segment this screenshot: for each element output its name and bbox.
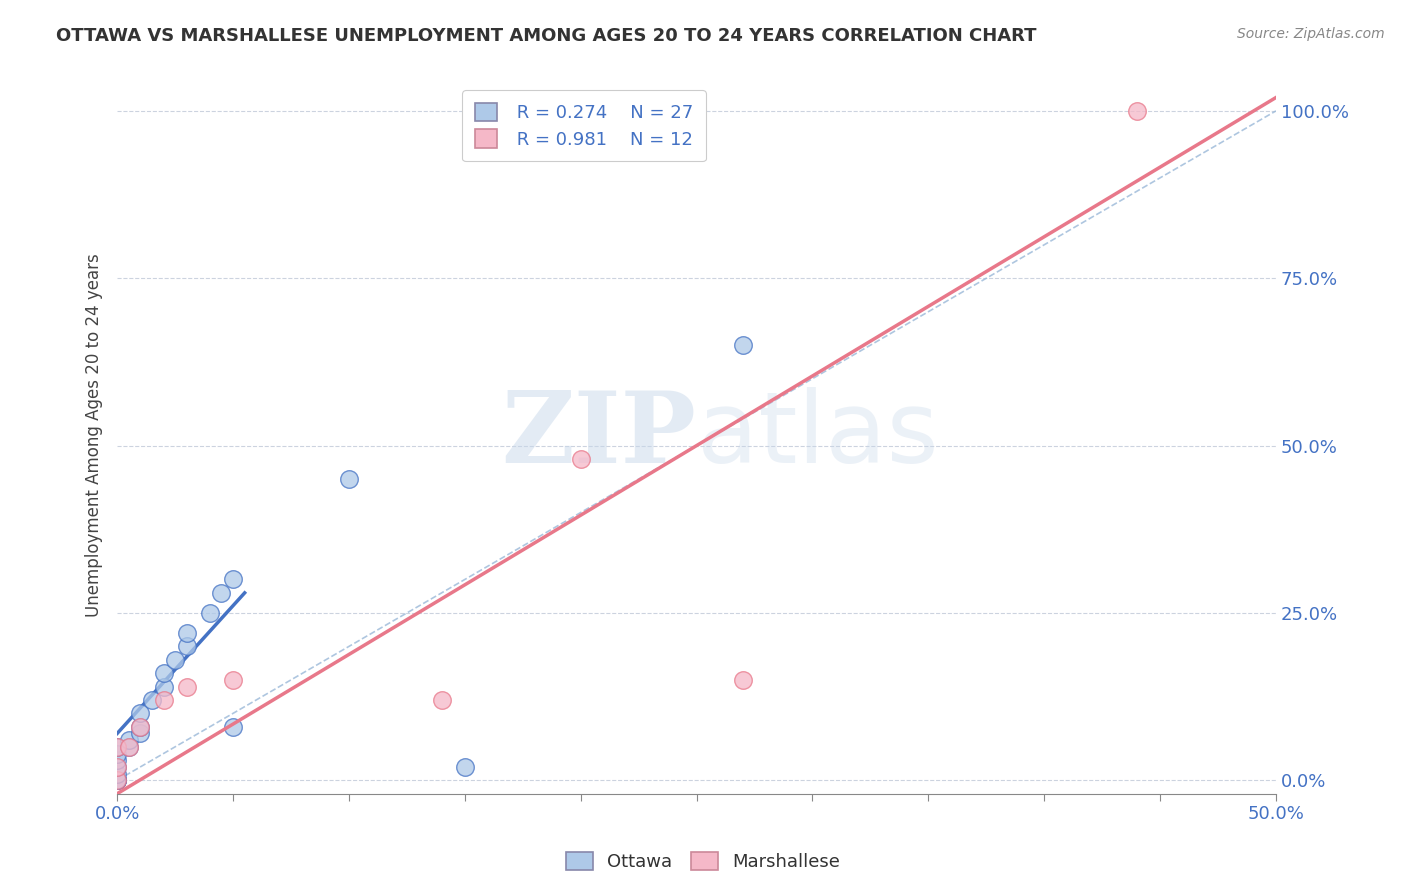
Point <box>129 726 152 740</box>
Point <box>198 606 221 620</box>
Point <box>152 680 174 694</box>
Point <box>165 653 187 667</box>
Point <box>118 739 141 754</box>
Point <box>731 673 754 687</box>
Point <box>105 760 128 774</box>
Point <box>222 573 245 587</box>
Point <box>105 773 128 788</box>
Point <box>105 753 128 767</box>
Text: ZIP: ZIP <box>502 387 696 484</box>
Point <box>176 640 198 654</box>
Point <box>222 673 245 687</box>
Point <box>105 747 128 761</box>
Point <box>129 706 152 721</box>
Point <box>430 693 453 707</box>
Legend: Ottawa, Marshallese: Ottawa, Marshallese <box>558 845 848 879</box>
Point <box>222 720 245 734</box>
Y-axis label: Unemployment Among Ages 20 to 24 years: Unemployment Among Ages 20 to 24 years <box>86 253 103 617</box>
Point <box>105 773 128 788</box>
Text: OTTAWA VS MARSHALLESE UNEMPLOYMENT AMONG AGES 20 TO 24 YEARS CORRELATION CHART: OTTAWA VS MARSHALLESE UNEMPLOYMENT AMONG… <box>56 27 1036 45</box>
Point <box>129 720 152 734</box>
Point <box>152 693 174 707</box>
Point <box>105 773 128 788</box>
Point <box>337 472 360 486</box>
Point <box>569 452 592 467</box>
Point <box>105 773 128 788</box>
Point <box>105 739 128 754</box>
Point <box>176 626 198 640</box>
Text: atlas: atlas <box>696 387 938 484</box>
Point <box>105 773 128 788</box>
Point <box>118 733 141 747</box>
Point <box>105 760 128 774</box>
Point <box>731 338 754 352</box>
Point <box>118 739 141 754</box>
Legend:  R = 0.274    N = 27,  R = 0.981    N = 12: R = 0.274 N = 27, R = 0.981 N = 12 <box>463 90 706 161</box>
Point <box>1126 103 1149 118</box>
Point <box>454 760 477 774</box>
Point <box>105 766 128 780</box>
Point <box>141 693 163 707</box>
Point <box>176 680 198 694</box>
Point <box>152 666 174 681</box>
Text: Source: ZipAtlas.com: Source: ZipAtlas.com <box>1237 27 1385 41</box>
Point <box>105 739 128 754</box>
Point <box>211 586 233 600</box>
Point <box>129 720 152 734</box>
